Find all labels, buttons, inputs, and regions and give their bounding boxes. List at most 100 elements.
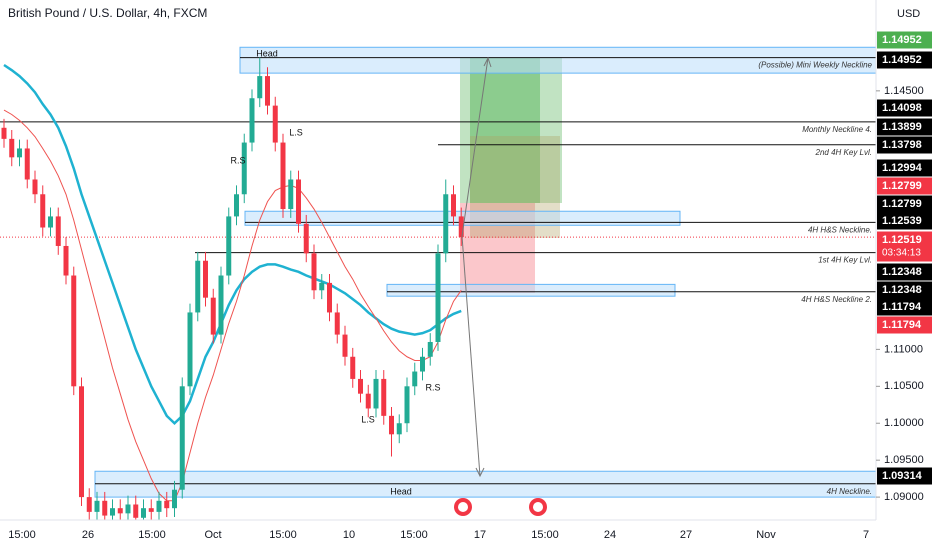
price-tag <box>877 136 932 154</box>
candle-body <box>79 386 84 498</box>
level-label: 4H H&S Neckline. <box>808 225 872 234</box>
candle-body <box>373 378 379 409</box>
y-tick-label: 1.09500 <box>884 454 924 466</box>
candle-body <box>17 148 22 158</box>
candle-body <box>9 138 15 158</box>
price-tag-label: 1.14098 <box>882 102 922 114</box>
price-countdown: 03:34:13 <box>882 248 921 259</box>
candle-body <box>210 297 216 335</box>
candle-body <box>226 216 232 276</box>
candle-body <box>435 253 441 342</box>
candle-body <box>203 260 208 298</box>
projection-arrows <box>461 56 492 478</box>
pattern-annotation: Head <box>390 486 412 496</box>
candle-body <box>234 194 239 217</box>
candle-body <box>404 386 410 424</box>
price-tag <box>877 231 932 262</box>
event-icons <box>454 498 547 516</box>
candle-body <box>381 378 387 416</box>
price-tag-label: 1.14952 <box>882 34 922 46</box>
price-tag-label: 1.13798 <box>882 139 922 151</box>
level-label: 2nd 4H Key Lvl. <box>815 148 872 157</box>
candle-body <box>55 216 61 246</box>
level-label: 4H Neckline. <box>827 487 872 496</box>
candle-body <box>334 312 340 335</box>
candle-body <box>288 179 294 210</box>
price-tag-label: 1.11794 <box>882 301 922 313</box>
level-label: 4H H&S Neckline 2. <box>801 295 872 304</box>
candle-body <box>365 393 371 409</box>
price-tag-label: 1.12539 <box>882 215 922 227</box>
pattern-annotation: L.S <box>289 127 303 137</box>
candle-body <box>319 282 325 291</box>
x-tick-label: 15:00 <box>269 529 297 541</box>
x-tick-label: 17 <box>474 529 486 541</box>
price-tag-label: 1.12519 <box>882 234 922 246</box>
x-tick-label: 26 <box>82 529 94 541</box>
x-tick-label: 10 <box>343 529 355 541</box>
price-tag <box>877 118 932 136</box>
candle-body <box>241 142 247 195</box>
x-tick-label: 24 <box>604 529 616 541</box>
candle-body <box>350 356 356 379</box>
candle-body <box>195 260 201 313</box>
candle-body <box>187 312 193 387</box>
chart-title: British Pound / U.S. Dollar, 4h, FXCM <box>8 6 207 20</box>
candle-body <box>148 508 154 512</box>
candle-body <box>412 371 418 387</box>
pattern-annotation: L.S <box>361 414 375 424</box>
candle-body <box>249 98 255 143</box>
price-tag-label: 1.12348 <box>882 266 922 278</box>
price-tag <box>877 177 932 195</box>
y-tick-label: 1.14500 <box>884 85 924 97</box>
candle-body <box>420 356 425 372</box>
candle-body <box>179 386 185 490</box>
price-tag <box>877 212 932 230</box>
candle-body <box>296 179 301 224</box>
candle-body <box>141 508 146 518</box>
level-label: (Possible) Mini Weekly Neckline <box>758 61 872 70</box>
candle-body <box>451 194 456 217</box>
candle-body <box>342 334 348 357</box>
price-tag-label: 1.11794 <box>882 319 922 331</box>
y-tick-label: 1.10000 <box>884 417 924 429</box>
level-label: Monthly Neckline 4. <box>802 125 872 134</box>
candle-body <box>24 148 30 180</box>
candle-body <box>396 423 402 435</box>
candle-body <box>172 489 177 509</box>
currency-label: USD <box>897 8 920 20</box>
profit-zone-inner <box>470 58 540 203</box>
pattern-annotation: R.S <box>425 382 440 392</box>
candle-body <box>110 508 115 516</box>
y-tick-label: 1.09000 <box>884 491 924 503</box>
x-tick-label: 27 <box>680 529 692 541</box>
x-tick-label: Nov <box>756 529 776 541</box>
candle-body <box>272 105 278 143</box>
candle-body <box>257 76 263 99</box>
y-tick-label: 1.10500 <box>884 380 924 392</box>
level-zone <box>239 46 876 74</box>
x-tick-label: 15:00 <box>531 529 559 541</box>
candle-body <box>218 275 224 335</box>
candle-body <box>389 415 394 435</box>
candle-body <box>358 378 363 394</box>
pattern-annotation: R.S <box>230 155 245 165</box>
candle-body <box>427 341 433 357</box>
price-tag <box>877 99 932 117</box>
candle-body <box>311 253 317 291</box>
price-tag-label: 1.12348 <box>882 284 922 296</box>
candle-body <box>94 500 100 512</box>
price-tag <box>877 263 932 281</box>
candle-body <box>1 127 7 139</box>
candle-body <box>125 504 131 514</box>
candle-body <box>71 275 77 387</box>
price-tag-label: 1.12799 <box>882 198 922 210</box>
price-tag-label: 1.13899 <box>882 121 922 133</box>
price-tag <box>877 195 932 213</box>
price-tag <box>877 51 932 69</box>
candle-body <box>102 500 108 516</box>
pattern-annotation: Head <box>256 48 278 58</box>
candle-body <box>303 223 309 254</box>
